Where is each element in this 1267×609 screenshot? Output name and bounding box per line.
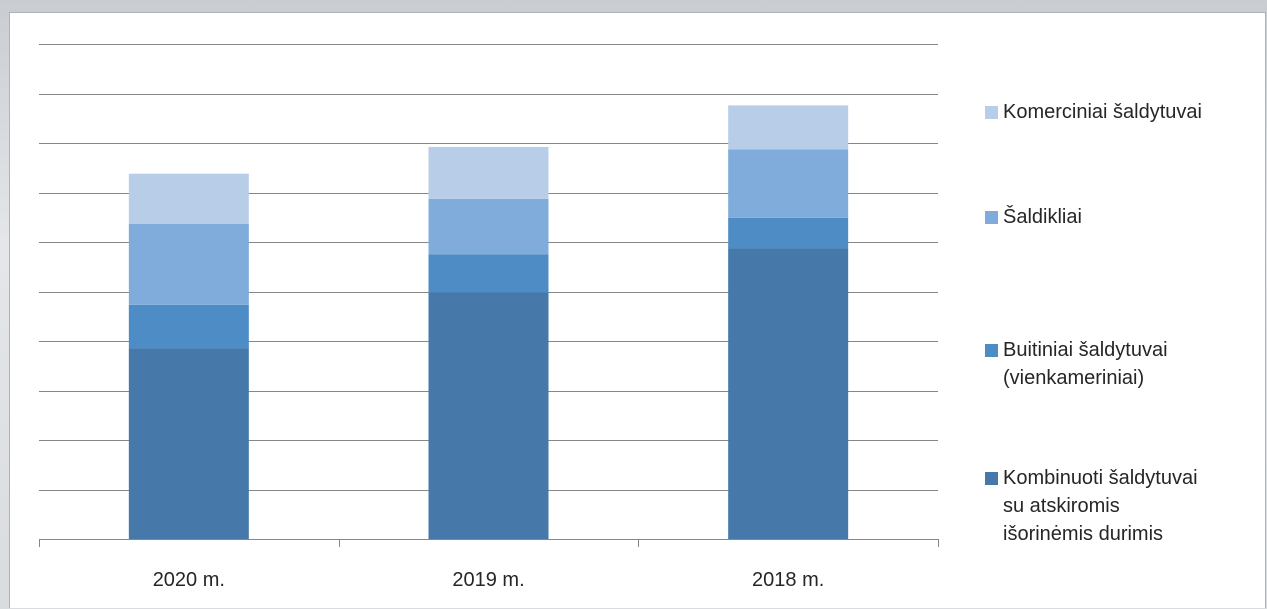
legend-label-komerciniai: Komerciniai šaldytuvai [1003,101,1202,123]
bar-segment [428,292,549,539]
bar-segment [128,223,249,305]
legend-item-saldikliai: Šaldikliai [985,203,1082,231]
x-tick-label: 2020 m. [153,569,225,591]
bar-segment [728,217,849,249]
legend-item-kombinuoti: Kombinuoti šaldytuvai su atskiromis išor… [985,464,1198,548]
legend-item-komerciniai: Komerciniai šaldytuvai [985,98,1202,126]
legend-item-buitiniai: Buitiniai šaldytuvai (vienkameriniai) [985,336,1168,392]
legend-swatch-kombinuoti [985,472,998,485]
legend-label-buitiniai: Buitiniai šaldytuvai (vienkameriniai) [1003,339,1168,389]
x-tick-label: 2019 m. [452,569,524,591]
bar-segment [128,304,249,349]
x-tick-label: 2018 m. [752,569,824,591]
bar-segment [428,146,549,199]
bar-segment [728,105,849,150]
bar-segment [428,198,549,255]
bar-segment [728,149,849,218]
bar-segment [128,173,249,224]
stacked-bar-chart: 2020 m. 2019 m. 2018 m. [39,44,939,591]
legend-swatch-saldikliai [985,211,998,224]
legend-swatch-komerciniai [985,106,998,119]
bar-segment [428,254,549,293]
bar-segment [728,248,849,539]
legend-label-saldikliai: Šaldikliai [1003,206,1082,228]
legend-label-kombinuoti: Kombinuoti šaldytuvai su atskiromis išor… [1003,467,1198,545]
legend-swatch-buitiniai [985,344,998,357]
bar-segment [128,348,249,539]
chart-legend: Komerciniai šaldytuvai Šaldikliai Buitin… [985,0,1267,609]
